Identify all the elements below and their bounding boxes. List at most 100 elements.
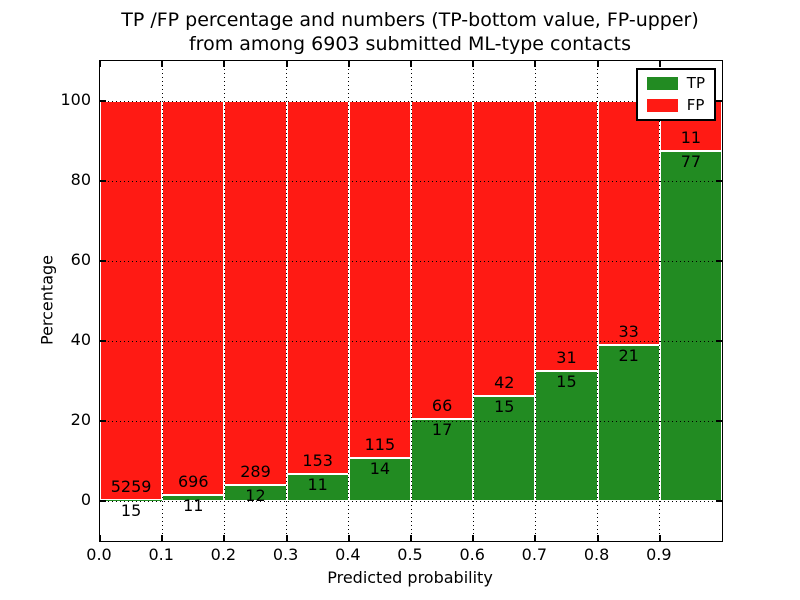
y-tick-label: 80 xyxy=(70,170,91,189)
x-tick-mark xyxy=(658,535,661,541)
bar-segment-fp xyxy=(535,101,598,371)
bar-segment-fp xyxy=(473,101,536,396)
bar-label-tp: 11 xyxy=(183,495,204,515)
bar-segment-fp xyxy=(224,101,287,486)
legend: TP FP xyxy=(635,68,716,121)
x-tick-label: 0.6 xyxy=(459,545,485,564)
bar-segment-fp xyxy=(597,101,660,346)
y-tick-mark-right xyxy=(716,420,722,422)
x-tick-mark xyxy=(161,535,164,541)
x-tick-mark xyxy=(99,535,101,541)
bar-label-fp: 5259 xyxy=(110,476,152,496)
bar-label-tp: 21 xyxy=(618,346,639,366)
bar-label-tp: 11 xyxy=(307,475,328,495)
bar-segment-tp xyxy=(659,151,722,501)
v-gridline xyxy=(223,61,225,541)
bar-label-tp: 15 xyxy=(556,371,577,391)
v-gridline xyxy=(534,61,536,541)
x-tick-mark-top xyxy=(99,61,101,67)
x-tick-mark-top xyxy=(596,61,599,67)
chart-title: TP /FP percentage and numbers (TP-bottom… xyxy=(99,8,721,56)
x-tick-label: 0.2 xyxy=(210,545,237,564)
bar-segment-tp xyxy=(597,345,660,501)
fp-legend-swatch xyxy=(646,99,678,112)
bar-segment-tp xyxy=(473,395,536,501)
y-tick-mark-right xyxy=(716,340,722,342)
y-tick-mark xyxy=(100,100,106,102)
y-tick-label: 40 xyxy=(70,330,91,349)
bar-segment-tp xyxy=(100,499,163,501)
x-tick-label: 0.1 xyxy=(148,545,174,564)
x-tick-label: 0.0 xyxy=(86,545,112,564)
v-gridline xyxy=(348,61,350,541)
legend-item-tp: TP xyxy=(646,74,705,92)
bar-segment-tp xyxy=(411,419,474,501)
x-tick-label: 0.7 xyxy=(521,545,548,564)
bar-label-fp: 11 xyxy=(680,128,702,147)
y-tick-mark-right xyxy=(716,260,722,262)
x-axis-label: Predicted probability xyxy=(327,568,493,587)
x-tick-mark xyxy=(347,535,350,541)
bar-segment-fp xyxy=(100,101,163,500)
x-tick-mark-top xyxy=(161,61,164,67)
v-gridline xyxy=(472,61,474,541)
y-tick-mark-right xyxy=(716,500,722,502)
x-tick-mark xyxy=(534,535,537,541)
x-tick-label: 0.4 xyxy=(335,545,361,564)
bar-segment-fp xyxy=(348,101,411,458)
bar-segment-fp xyxy=(162,101,225,495)
bar-label-fp: 696 xyxy=(178,471,209,491)
bar-segment-fp xyxy=(286,101,349,475)
y-tick-label: 20 xyxy=(70,410,91,429)
x-tick-mark-top xyxy=(658,61,661,67)
tp-legend-swatch xyxy=(646,77,678,90)
y-tick-label: 0 xyxy=(80,490,91,509)
y-tick-mark xyxy=(100,500,106,502)
y-tick-label: 60 xyxy=(70,250,91,269)
v-gridline xyxy=(410,61,412,541)
legend-item-fp: FP xyxy=(646,96,705,114)
bar-label-fp: 66 xyxy=(431,396,453,416)
tp-legend-label: TP xyxy=(686,74,705,92)
x-tick-label: 0.5 xyxy=(397,545,423,564)
v-gridline xyxy=(286,61,288,541)
bar-segment-tp xyxy=(348,457,411,501)
bar-label-fp: 153 xyxy=(302,451,333,471)
x-tick-label: 0.9 xyxy=(646,545,672,564)
x-tick-mark xyxy=(223,535,226,541)
bar-segment-tp xyxy=(224,485,287,501)
x-tick-mark-top xyxy=(534,61,537,67)
x-tick-mark-top xyxy=(347,61,350,67)
x-tick-mark xyxy=(410,535,412,541)
bar-label-tp: 15 xyxy=(494,396,515,416)
y-tick-label: 100 xyxy=(60,90,91,109)
v-gridline xyxy=(659,61,661,541)
bar-segment-fp xyxy=(411,101,474,420)
y-tick-mark xyxy=(100,340,106,342)
x-tick-mark xyxy=(596,535,599,541)
bar-label-fp: 33 xyxy=(618,322,639,342)
bar-segment-tp xyxy=(286,474,349,501)
bar-label-tp: 77 xyxy=(680,152,702,171)
bar-segment-tp xyxy=(162,494,225,501)
x-tick-mark xyxy=(472,535,475,541)
y-tick-mark-right xyxy=(716,100,722,102)
y-tick-mark xyxy=(100,420,106,422)
bar-segment-tp xyxy=(535,370,598,501)
fp-legend-label: FP xyxy=(686,96,705,114)
x-tick-mark-top xyxy=(472,61,475,67)
y-tick-mark xyxy=(100,180,106,182)
v-gridline xyxy=(597,61,599,541)
x-tick-mark-top xyxy=(410,61,412,67)
bar-label-fp: 289 xyxy=(240,462,271,482)
plot-area: TP FP 5259 15 696 11 289 12 153 11 115 14 66 17 42 15… xyxy=(99,60,723,542)
bar-label-tp: 14 xyxy=(369,458,391,478)
bar-label-fp: 42 xyxy=(494,372,515,392)
bar-label-fp: 31 xyxy=(556,347,577,367)
bar-label-tp: 17 xyxy=(431,420,453,440)
y-tick-mark-right xyxy=(716,180,722,182)
x-tick-mark-top xyxy=(223,61,226,67)
x-tick-label: 0.3 xyxy=(272,545,299,564)
v-gridline xyxy=(161,61,163,541)
